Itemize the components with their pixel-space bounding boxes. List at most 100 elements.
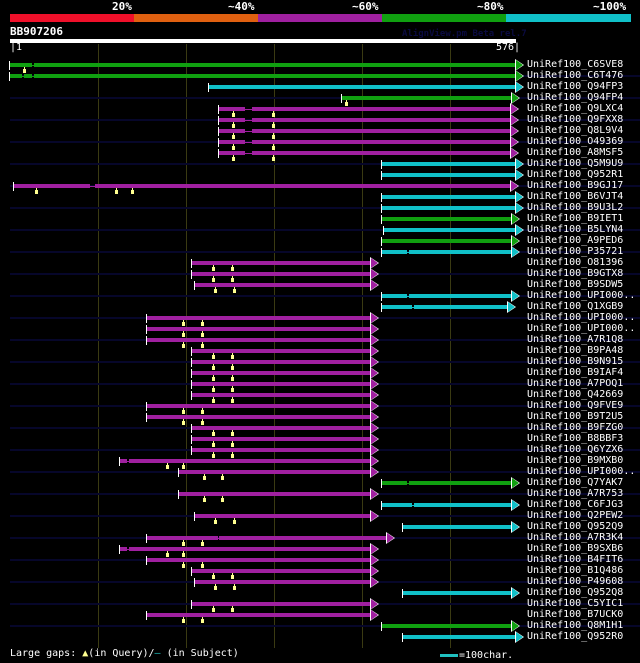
alignment-segment — [194, 514, 371, 518]
alignment-segment — [147, 338, 371, 342]
alignment-end-arrow-icon — [370, 368, 378, 378]
subject-gap-line — [32, 76, 34, 77]
alignment-start-marker — [191, 259, 193, 268]
alignment-segment — [147, 404, 371, 408]
hit-name-link[interactable]: UniRef100_B7UCK0 — [527, 609, 624, 620]
hit-name-link[interactable]: UniRef100_A7R753 — [527, 488, 624, 499]
hit-name-link[interactable]: UniRef100_Q7YAK7 — [527, 477, 624, 488]
alignment-start-marker — [146, 534, 148, 543]
hit-name-link[interactable]: UniRef100_Q2PEW2 — [527, 510, 624, 521]
hit-name-link[interactable]: UniRef100_B9U3L2 — [527, 202, 624, 213]
hit-name-link[interactable]: UniRef100_B9T2U5 — [527, 411, 624, 422]
query-gap-marker-icon — [131, 188, 135, 194]
alignment-segment — [403, 591, 513, 595]
alignment-start-marker — [340, 94, 342, 103]
hit-name-link[interactable]: UniRef100_UPI000.. — [527, 290, 636, 301]
hit-name-link[interactable]: UniRef100_Q952R1 — [527, 169, 624, 180]
alignment-segment — [10, 74, 23, 78]
hit-name-link[interactable]: UniRef100_B1Q486 — [527, 565, 624, 576]
alignment-end-arrow-icon — [386, 533, 394, 543]
query-gap-marker-icon — [230, 397, 234, 403]
hit-name-link[interactable]: UniRef100_B9GJ17 — [527, 180, 624, 191]
grid-line — [98, 44, 99, 648]
hit-name-link[interactable]: UniRef100_Q42669 — [527, 389, 624, 400]
alignment-start-marker — [381, 193, 383, 202]
hit-name-link[interactable]: UniRef100_UPI000.. — [527, 323, 636, 334]
hit-name-link[interactable]: UniRef100_B9IAF4 — [527, 367, 624, 378]
ruler-start-label: |1 — [10, 42, 23, 53]
hit-name-link[interactable]: UniRef100_Q5M9U9 — [527, 158, 624, 169]
alignment-start-marker — [146, 556, 148, 565]
query-gap-marker-icon — [182, 331, 186, 337]
hit-name-link[interactable]: UniRef100_B5LYN4 — [527, 224, 624, 235]
alignment-segment — [128, 547, 371, 551]
hit-name-link[interactable]: UniRef100_Q952Q8 — [527, 587, 624, 598]
hit-name-link[interactable]: UniRef100_A7POQ1 — [527, 378, 624, 389]
subject-gap-icon: — — [154, 648, 161, 659]
hit-name-link[interactable]: UniRef100_C6SVE8 — [527, 59, 624, 70]
query-gap-marker-icon — [272, 122, 276, 128]
hit-name-link[interactable]: UniRef100_A9PED6 — [527, 235, 624, 246]
hit-name-link[interactable]: UniRef100_Q8M1H1 — [527, 620, 624, 631]
alignment-start-marker — [146, 325, 148, 334]
hit-name-link[interactable]: UniRef100_Q94FP3 — [527, 81, 624, 92]
hit-name-link[interactable]: UniRef100_O81396 — [527, 257, 624, 268]
hit-name-link[interactable]: UniRef100_Q94FP4 — [527, 92, 624, 103]
alignment-start-marker — [381, 237, 383, 246]
hit-name-link[interactable]: UniRef100_C5YIC1 — [527, 598, 624, 609]
hit-name-link[interactable]: UniRef100_B9GTX8 — [527, 268, 624, 279]
hit-name-link[interactable]: UniRef100_C6T476 — [527, 70, 624, 81]
hit-name-link[interactable]: UniRef100_UPI000.. — [527, 312, 636, 323]
grid-line — [186, 44, 187, 648]
query-gap-marker-icon — [230, 276, 234, 282]
hit-name-link[interactable]: UniRef100_B9SXB6 — [527, 543, 624, 554]
hit-name-link[interactable]: UniRef100_Q8L9V4 — [527, 125, 624, 136]
hit-name-link[interactable]: UniRef100_A8MSF5 — [527, 147, 624, 158]
hit-name-link[interactable]: UniRef100_B9SDW5 — [527, 279, 624, 290]
alignment-segment — [192, 569, 371, 573]
hit-name-link[interactable]: UniRef100_B8BBF3 — [527, 433, 624, 444]
alignment-start-marker — [381, 501, 383, 510]
alignment-end-arrow-icon — [516, 225, 523, 235]
hit-name-link[interactable]: UniRef100_B4FIT6 — [527, 554, 624, 565]
hit-name-link[interactable]: UniRef100_B9MXB0 — [527, 455, 624, 466]
hit-name-link[interactable]: UniRef100_B9IET1 — [527, 213, 624, 224]
query-gap-marker-icon — [200, 562, 204, 568]
hit-name-link[interactable]: UniRef100_B9N915 — [527, 356, 624, 367]
gap-legend: Large gaps: ▲(in Query)/— (in Subject) — [10, 648, 239, 660]
alignment-segment — [120, 547, 128, 551]
grid-line — [362, 44, 363, 648]
hit-name-link[interactable]: UniRef100_A7R3K4 — [527, 532, 624, 543]
alignment-end-arrow-icon — [370, 467, 378, 477]
hit-name-link[interactable]: UniRef100_Q952R0 — [527, 631, 624, 642]
alignment-segment — [382, 250, 407, 254]
hit-name-link[interactable]: UniRef100_Q6YZX6 — [527, 444, 624, 455]
hit-name-link[interactable]: UniRef100_UPI000.. — [527, 466, 636, 477]
alignment-start-marker — [191, 347, 193, 356]
hit-name-link[interactable]: UniRef100_A7R1Q8 — [527, 334, 624, 345]
hit-name-link[interactable]: UniRef100_Q952Q9 — [527, 521, 624, 532]
alignment-start-marker — [146, 314, 148, 323]
alignment-end-arrow-icon — [512, 621, 520, 631]
alignment-segment — [218, 151, 245, 155]
hit-name-link[interactable]: UniRef100_P49608 — [527, 576, 624, 587]
alignment-end-arrow-icon — [370, 390, 378, 400]
alignment-end-arrow-icon — [370, 280, 378, 290]
hit-name-link[interactable]: UniRef100_P35721 — [527, 246, 624, 257]
subject-gap-line — [244, 153, 252, 154]
hit-name-link[interactable]: UniRef100_B9PA48 — [527, 345, 624, 356]
alignment-end-arrow-icon — [370, 258, 378, 268]
hit-name-link[interactable]: UniRef100_Q1XGB9 — [527, 301, 624, 312]
hit-name-link[interactable]: UniRef100_C6FJG3 — [527, 499, 624, 510]
hit-name-link[interactable]: UniRef100_Q9FVE9 — [527, 400, 624, 411]
hit-name-link[interactable]: UniRef100_Q9FXX8 — [527, 114, 624, 125]
hit-name-link[interactable]: UniRef100_O49369 — [527, 136, 624, 147]
alignment-segment — [382, 305, 413, 309]
hit-name-link[interactable]: UniRef100_Q9LXC4 — [527, 103, 624, 114]
query-gap-marker-icon — [212, 276, 216, 282]
subject-gap-line — [127, 461, 129, 462]
hit-name-link[interactable]: UniRef100_B9FZG0 — [527, 422, 624, 433]
query-gap-marker-icon — [345, 100, 349, 106]
hit-name-link[interactable]: UniRef100_B6VJT4 — [527, 191, 624, 202]
